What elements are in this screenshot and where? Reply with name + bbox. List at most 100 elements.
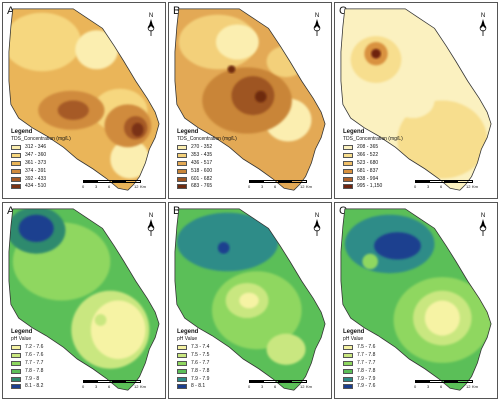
map-zone bbox=[391, 82, 435, 119]
map-zone bbox=[397, 100, 488, 179]
legend-entry: 7.8 - 7.8 bbox=[11, 367, 43, 375]
panel-label: B bbox=[173, 5, 181, 17]
legend-swatch bbox=[177, 160, 187, 166]
legend-entry: 7.8 - 7.8 bbox=[177, 367, 209, 375]
scale-unit: Km bbox=[306, 384, 312, 389]
legend-entry: 681 - 837 bbox=[343, 167, 403, 175]
legend-entry: 523 - 680 bbox=[343, 160, 403, 168]
legend-swatch bbox=[343, 176, 353, 182]
svg-text:N: N bbox=[315, 213, 319, 219]
map-zone bbox=[110, 139, 150, 179]
legend-entry: 392 - 433 bbox=[11, 175, 71, 183]
legend-variable: pH Value bbox=[177, 336, 198, 342]
legend-swatch bbox=[177, 184, 187, 190]
legend-swatch bbox=[11, 376, 21, 382]
legend-swatch bbox=[11, 360, 21, 366]
legend-title: Legend bbox=[177, 129, 199, 135]
scale-tick-label: 12 bbox=[300, 384, 305, 389]
legend-entry: 8.1 - 8.2 bbox=[11, 383, 43, 391]
scale-bar: 0 3 6 12 Km bbox=[82, 380, 146, 392]
legend-swatch bbox=[11, 368, 21, 374]
legend-range: 270 - 352 bbox=[191, 144, 213, 151]
scale-tick-label: 3 bbox=[427, 184, 430, 189]
legend-swatch bbox=[177, 345, 187, 351]
legend-title: Legend bbox=[11, 129, 33, 135]
scale-tick-label: 0 bbox=[82, 384, 85, 389]
legend-entry: 361 - 373 bbox=[11, 160, 71, 168]
legend-entry: 436 - 517 bbox=[177, 160, 237, 168]
legend-swatch bbox=[343, 353, 353, 359]
legend-swatch bbox=[177, 176, 187, 182]
scale-tick-label: 0 bbox=[248, 184, 251, 189]
region-boundary bbox=[340, 208, 492, 391]
legend-swatch bbox=[11, 168, 21, 174]
north-arrow-icon: N bbox=[478, 211, 488, 237]
scale-tick-label: 6 bbox=[108, 384, 111, 389]
legend-swatch bbox=[177, 360, 187, 366]
map-zone bbox=[227, 65, 236, 74]
svg-text:N: N bbox=[315, 13, 319, 19]
scale-bar: 0 3 6 12 Km bbox=[248, 180, 312, 192]
map-legend: Legend pH Value 7.3 - 7.4 7.5 - 7.5 7.6 - 7.… bbox=[177, 329, 209, 391]
map-legend: Legend pH Value 7.2 - 7.6 7.6 - 7.6 7.7 - 7.… bbox=[11, 329, 43, 391]
scale-tick-label: 12 bbox=[466, 384, 471, 389]
legend-range: 681 - 837 bbox=[357, 167, 379, 174]
map-zone bbox=[266, 333, 306, 365]
legend-range: 7.5 - 7.6 bbox=[357, 344, 376, 351]
scale-unit: Km bbox=[472, 384, 478, 389]
legend-range: 208 - 365 bbox=[357, 144, 379, 151]
legend-title: Legend bbox=[343, 129, 365, 135]
map-panel-tds-a: A N Legend TDS_Concentration (mg/L) 312 - 34… bbox=[2, 2, 166, 199]
map-panel-ph-c: C N Legend pH Value 7.5 - 7.6 7.7 - 7.8 7.7 - … bbox=[334, 202, 498, 399]
legend-swatch bbox=[177, 384, 187, 390]
panel-label: C bbox=[339, 5, 347, 17]
map-zone bbox=[18, 214, 54, 242]
choropleth-map bbox=[8, 208, 160, 391]
legend-entry: 7.5 - 7.6 bbox=[343, 344, 375, 352]
legend-range: 7.9 - 7.6 bbox=[357, 383, 376, 390]
legend-entry: 518 - 600 bbox=[177, 167, 237, 175]
scale-tick-label: 0 bbox=[414, 184, 417, 189]
scale-unit: Km bbox=[472, 184, 478, 189]
choropleth-map bbox=[340, 8, 492, 191]
panel-label: B bbox=[173, 205, 181, 217]
scale-tick-label: 12 bbox=[134, 384, 139, 389]
legend-swatch bbox=[177, 376, 187, 382]
legend-range: 312 - 346 bbox=[25, 144, 47, 151]
panel-label: C bbox=[339, 205, 347, 217]
region-boundary bbox=[174, 208, 326, 391]
map-legend: Legend TDS_Concentration (mg/L) 270 - 352 3… bbox=[177, 129, 237, 191]
scale-tick-label: 6 bbox=[274, 184, 277, 189]
map-panel-ph-b: B N Legend pH Value 7.3 - 7.4 7.5 - 7.5 7.6 - … bbox=[168, 202, 332, 399]
legend-range: 374 - 391 bbox=[25, 167, 47, 174]
legend-range: 7.5 - 7.5 bbox=[191, 352, 210, 359]
legend-range: 7.9 - 8 bbox=[25, 375, 40, 382]
legend-swatch bbox=[343, 368, 353, 374]
north-arrow-icon: N bbox=[312, 11, 322, 37]
legend-range: 7.3 - 7.4 bbox=[191, 344, 210, 351]
legend-range: 995 - 1,150 bbox=[357, 183, 383, 190]
legend-entry: 995 - 1,150 bbox=[343, 183, 403, 191]
legend-range: 7.6 - 7.6 bbox=[25, 352, 44, 359]
map-zone bbox=[231, 76, 275, 116]
map-zone bbox=[8, 12, 82, 72]
legend-entry: 8 - 8.1 bbox=[177, 383, 209, 391]
scale-tick-label: 3 bbox=[427, 384, 430, 389]
legend-entry: 353 - 435 bbox=[177, 152, 237, 160]
legend-entry: 683 - 765 bbox=[177, 183, 237, 191]
map-zone bbox=[424, 300, 460, 336]
scale-tick-label: 12 bbox=[466, 184, 471, 189]
map-zone bbox=[131, 122, 144, 137]
map-zone bbox=[254, 90, 267, 103]
map-zone bbox=[239, 292, 259, 309]
svg-text:N: N bbox=[481, 13, 485, 19]
map-legend: Legend pH Value 7.5 - 7.6 7.7 - 7.8 7.7 - 7.… bbox=[343, 329, 375, 391]
legend-entry: 838 - 994 bbox=[343, 175, 403, 183]
legend-title: Legend bbox=[11, 329, 33, 335]
legend-swatch bbox=[343, 384, 353, 390]
legend-range: 7.7 - 7.8 bbox=[357, 352, 376, 359]
legend-range: 8.1 - 8.2 bbox=[25, 383, 44, 390]
legend-swatch bbox=[11, 145, 21, 151]
legend-entry: 7.9 - 7.6 bbox=[343, 383, 375, 391]
